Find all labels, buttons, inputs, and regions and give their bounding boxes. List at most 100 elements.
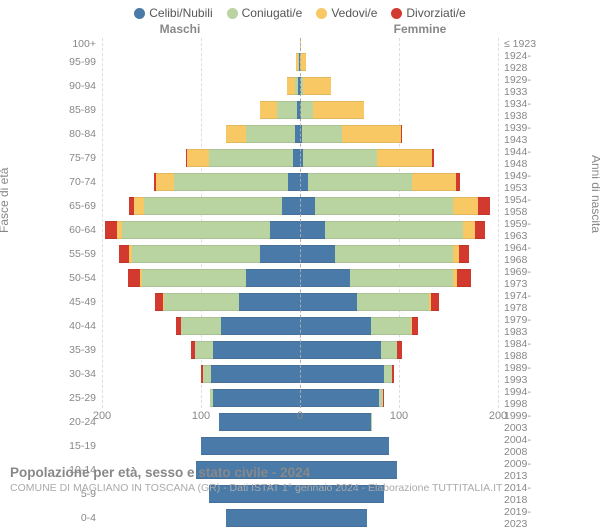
bar-area	[102, 146, 498, 170]
age-label: 0-4	[56, 512, 102, 524]
bar-segment	[300, 317, 371, 336]
bar-segment	[239, 293, 300, 312]
chart-area: Fasce di età Anni di nascita 100+≤ 19239…	[0, 38, 600, 428]
bar-segment	[293, 149, 300, 168]
bar-segment	[221, 317, 300, 336]
bar-segment	[432, 149, 434, 168]
birth-year-label: 1934-1938	[498, 98, 544, 122]
bar-segment	[211, 365, 300, 384]
legend-swatch	[134, 8, 145, 19]
bar-area	[102, 50, 498, 74]
male-bar	[102, 362, 300, 386]
pyramid-row: 40-441979-1983	[56, 314, 544, 338]
bar-segment	[119, 245, 129, 264]
bar-segment	[401, 125, 402, 144]
bar-segment	[226, 509, 300, 528]
male-bar	[102, 242, 300, 266]
pyramid-row: 55-591964-1968	[56, 242, 544, 266]
legend-item: Divorziati/e	[391, 6, 465, 20]
age-label: 15-19	[56, 440, 102, 452]
bar-segment	[300, 269, 350, 288]
pyramid-row: 0-4 2019-2023	[56, 506, 544, 530]
birth-year-label: 1974-1978	[498, 290, 544, 314]
bar-segment	[209, 149, 293, 168]
bar-segment	[213, 341, 300, 360]
age-label: 70-74	[56, 176, 102, 188]
female-bar	[300, 386, 498, 410]
legend-label: Vedovi/e	[331, 6, 377, 20]
pyramid-row: 25-291994-1998	[56, 386, 544, 410]
pyramid-row: 45-491974-1978	[56, 290, 544, 314]
bar-segment	[226, 125, 246, 144]
bar-segment	[300, 293, 357, 312]
bar-segment	[300, 509, 367, 528]
bar-segment	[246, 269, 300, 288]
legend-swatch	[227, 8, 238, 19]
rows: 100+≤ 192395-991924-192890-941929-193385…	[56, 38, 544, 408]
bar-segment	[300, 365, 384, 384]
female-bar	[300, 122, 498, 146]
bar-segment	[156, 173, 174, 192]
bar-segment	[300, 437, 389, 456]
bar-segment	[325, 221, 464, 240]
age-label: 35-39	[56, 344, 102, 356]
pyramid-row: 30-341989-1993	[56, 362, 544, 386]
bar-segment	[134, 197, 144, 216]
bar-segment	[282, 197, 300, 216]
birth-year-label: 1959-1963	[498, 218, 544, 242]
bar-segment	[453, 197, 478, 216]
birth-year-label: 1949-1953	[498, 170, 544, 194]
male-bar	[102, 122, 300, 146]
bar-segment	[478, 197, 490, 216]
bar-segment	[260, 101, 277, 120]
x-tick: 0	[297, 410, 303, 422]
bar-segment	[303, 77, 331, 96]
bar-segment	[384, 365, 392, 384]
bar-segment	[357, 293, 428, 312]
bar-segment	[164, 293, 238, 312]
y-axis-left-label: Fasce di età	[0, 168, 11, 233]
female-bar	[300, 218, 498, 242]
male-bar	[102, 194, 300, 218]
bar-segment	[122, 221, 271, 240]
x-axis: 2001000100200	[102, 410, 498, 426]
birth-year-label: 2019-2023	[498, 506, 544, 530]
male-bar	[102, 170, 300, 194]
birth-year-label: 1989-1993	[498, 362, 544, 386]
bar-segment	[288, 173, 300, 192]
bar-segment	[300, 39, 301, 48]
bar-segment	[144, 197, 283, 216]
bar-area	[102, 338, 498, 362]
bar-segment	[315, 197, 454, 216]
pyramid-row: 90-941929-1933	[56, 74, 544, 98]
male-bar	[102, 314, 300, 338]
pyramid-row: 15-192004-2008	[56, 434, 544, 458]
bar-segment	[181, 317, 221, 336]
male-bar	[102, 506, 300, 530]
bar-area	[102, 194, 498, 218]
bar-segment	[463, 221, 475, 240]
bar-area	[102, 266, 498, 290]
pyramid-row: 35-391984-1988	[56, 338, 544, 362]
bar-segment	[412, 317, 418, 336]
legend-swatch	[391, 8, 402, 19]
bar-segment	[270, 221, 300, 240]
male-bar	[102, 338, 300, 362]
legend: Celibi/NubiliConiugati/eVedovi/eDivorzia…	[0, 0, 600, 22]
bar-area	[102, 434, 498, 458]
birth-year-label: 1969-1973	[498, 266, 544, 290]
male-bar	[102, 386, 300, 410]
bar-segment	[381, 341, 397, 360]
female-bar	[300, 194, 498, 218]
bar-segment	[377, 149, 431, 168]
x-tick: 100	[192, 410, 210, 422]
bar-area	[102, 362, 498, 386]
bar-segment	[213, 389, 300, 408]
birth-year-label: 1954-1958	[498, 194, 544, 218]
age-label: 60-64	[56, 224, 102, 236]
bar-segment	[128, 269, 140, 288]
bar-segment	[313, 101, 364, 120]
bar-area	[102, 314, 498, 338]
female-bar	[300, 146, 498, 170]
bar-area	[102, 74, 498, 98]
